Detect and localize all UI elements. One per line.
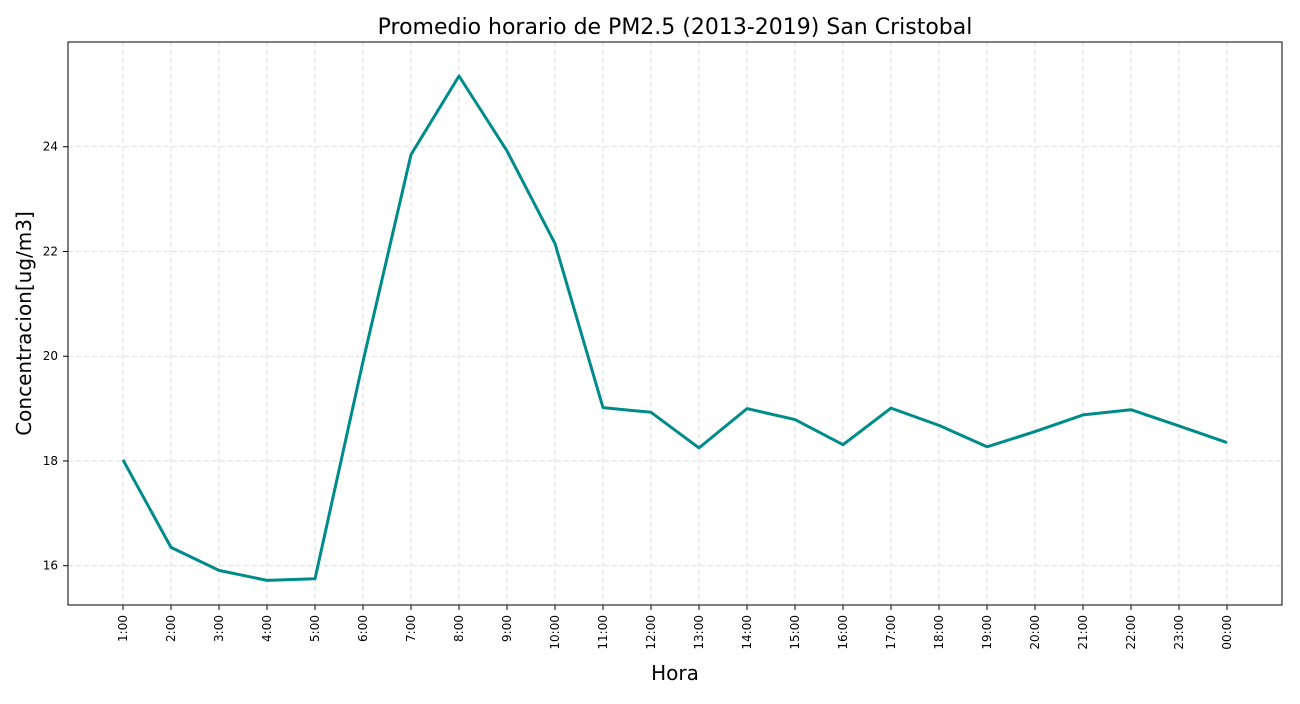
plot-frame <box>67 41 1283 606</box>
x-tick-label: 11:00 <box>596 615 610 650</box>
x-tick-label: 18:00 <box>932 615 946 650</box>
x-tick-label: 12:00 <box>644 615 658 650</box>
x-axis-label: Hora <box>651 661 699 685</box>
x-tick-label: 10:00 <box>548 615 562 650</box>
y-tick-label: 16 <box>43 559 58 573</box>
x-axis-ticks: 1:00 2:00 3:00 4:00 5:00 6:00 7:00 8:00 9:00 10:0… <box>116 605 1234 650</box>
chart-title: Promedio horario de PM2.5 (2013-2019) Sa… <box>378 15 973 40</box>
y-axis-ticks: 16 18 20 22 24 <box>43 140 68 573</box>
y-tick-label: 22 <box>43 244 58 258</box>
x-tick-label: 20:00 <box>1028 615 1042 650</box>
x-tick-label: 14:00 <box>740 615 754 650</box>
x-tick-label: 9:00 <box>500 615 514 642</box>
x-tick-label: 00:00 <box>1220 615 1234 650</box>
x-tick-label: 22:00 <box>1124 615 1138 650</box>
x-tick-label: 16:00 <box>836 615 850 650</box>
x-tick-label: 17:00 <box>884 615 898 650</box>
x-tick-label: 8:00 <box>452 615 466 642</box>
x-tick-label: 2:00 <box>164 615 178 642</box>
x-tick-label: 15:00 <box>788 615 802 650</box>
pm25-series-line <box>121 74 1228 582</box>
x-tick-label: 1:00 <box>116 615 130 642</box>
y-tick-label: 18 <box>43 454 58 468</box>
x-tick-label: 21:00 <box>1076 615 1090 650</box>
y-axis-label: Concentracion[ug/m3] <box>12 211 36 436</box>
x-tick-label: 3:00 <box>212 615 226 642</box>
x-tick-label: 5:00 <box>308 615 322 642</box>
x-tick-label: 19:00 <box>980 615 994 650</box>
x-tick-label: 4:00 <box>260 615 274 642</box>
x-tick-label: 23:00 <box>1172 615 1186 650</box>
grid-lines <box>68 42 1282 605</box>
y-tick-label: 24 <box>43 140 58 154</box>
x-tick-label: 6:00 <box>356 615 370 642</box>
y-tick-label: 20 <box>43 349 58 363</box>
x-tick-label: 7:00 <box>404 615 418 642</box>
x-tick-label: 13:00 <box>692 615 706 650</box>
